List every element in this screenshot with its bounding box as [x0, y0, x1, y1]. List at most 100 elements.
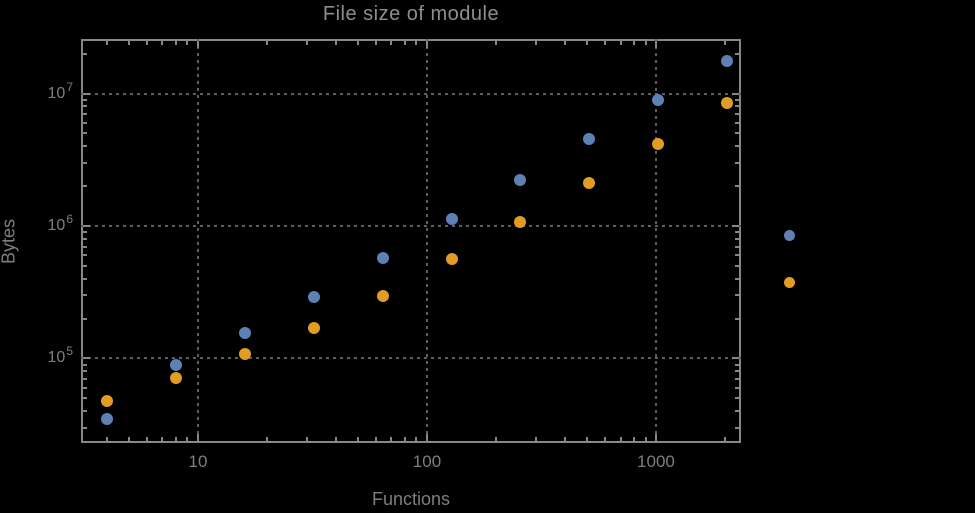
y-minor-tick-left [83, 105, 87, 108]
x-minor-tick-top [494, 41, 497, 45]
x-minor-tick-top [334, 41, 337, 45]
y-minor-tick-right [735, 386, 739, 389]
y-minor-tick-left [83, 264, 87, 267]
x-minor-tick-top [186, 41, 189, 45]
x-minor-tick-bottom [265, 437, 268, 441]
x-minor-tick-bottom [723, 437, 726, 441]
y-minor-tick-right [735, 121, 739, 124]
data-point-series-blue [100, 412, 113, 425]
y-minor-tick-right [735, 113, 739, 116]
x-minor-tick-bottom [306, 437, 309, 441]
y-minor-tick-left [83, 231, 87, 234]
y-major-tick-left [83, 224, 90, 227]
y-minor-tick-left [83, 121, 87, 124]
data-point-series-blue [238, 327, 251, 340]
legend-marker-blue [783, 229, 795, 241]
data-point-series-blue [307, 291, 320, 304]
x-minor-tick-bottom [161, 437, 164, 441]
x-minor-tick-top [146, 41, 149, 45]
y-minor-tick-left [83, 185, 87, 188]
x-minor-tick-top [306, 41, 309, 45]
data-point-series-blue [721, 55, 734, 68]
x-minor-tick-bottom [604, 437, 607, 441]
y-minor-tick-right [735, 363, 739, 366]
x-minor-tick-top [563, 41, 566, 45]
y-minor-tick-right [735, 254, 739, 257]
x-minor-tick-top [723, 41, 726, 45]
y-minor-tick-left [83, 245, 87, 248]
y-minor-tick-left [83, 294, 87, 297]
x-minor-tick-top [161, 41, 164, 45]
y-minor-tick-right [735, 161, 739, 164]
data-point-series-blue [376, 252, 389, 265]
x-minor-tick-top [632, 41, 635, 45]
x-minor-tick-bottom [563, 437, 566, 441]
y-minor-tick-left [83, 386, 87, 389]
y-gridline [81, 357, 741, 360]
y-minor-tick-right [735, 277, 739, 280]
y-minor-tick-left [83, 161, 87, 164]
x-minor-tick-top [174, 41, 177, 45]
x-minor-tick-bottom [403, 437, 406, 441]
y-minor-tick-right [735, 231, 739, 234]
y-minor-tick-left [83, 113, 87, 116]
x-minor-tick-top [105, 41, 108, 45]
x-major-tick-bottom [654, 434, 657, 441]
x-minor-tick-bottom [334, 437, 337, 441]
x-minor-tick-top [390, 41, 393, 45]
x-axis-label: Functions [371, 489, 451, 509]
y-minor-tick-left [83, 52, 87, 55]
x-major-tick-top [196, 41, 199, 48]
x-minor-tick-top [357, 41, 360, 45]
x-minor-tick-bottom [586, 437, 589, 441]
x-gridline [654, 39, 657, 443]
y-minor-tick-left [83, 317, 87, 320]
x-minor-tick-bottom [186, 437, 189, 441]
y-minor-tick-right [735, 98, 739, 101]
chart-title: File size of module [322, 3, 500, 25]
x-minor-tick-bottom [494, 437, 497, 441]
x-minor-tick-top [535, 41, 538, 45]
y-minor-tick-right [735, 237, 739, 240]
x-minor-tick-bottom [390, 437, 393, 441]
data-point-series-blue [583, 133, 596, 146]
y-minor-tick-right [735, 105, 739, 108]
x-minor-tick-bottom [146, 437, 149, 441]
y-minor-tick-right [735, 52, 739, 55]
data-point-series-blue [445, 212, 458, 225]
x-tick-label: 10 [188, 452, 208, 471]
x-minor-tick-bottom [357, 437, 360, 441]
y-major-tick-left [83, 357, 90, 360]
y-minor-tick-right [735, 264, 739, 267]
x-minor-tick-top [128, 41, 131, 45]
y-minor-tick-right [735, 145, 739, 148]
data-point-series-blue [169, 358, 182, 371]
y-minor-tick-left [83, 426, 87, 429]
data-point-series-orange [169, 372, 182, 385]
y-minor-tick-left [83, 254, 87, 257]
y-minor-tick-right [735, 132, 739, 135]
data-point-series-blue [652, 94, 665, 107]
y-minor-tick-left [83, 397, 87, 400]
data-point-series-orange [100, 394, 113, 407]
y-minor-tick-left [83, 377, 87, 380]
y-minor-tick-left [83, 363, 87, 366]
y-minor-tick-right [735, 377, 739, 380]
data-point-series-orange [445, 253, 458, 266]
y-minor-tick-left [83, 277, 87, 280]
data-point-series-orange [652, 138, 665, 151]
y-minor-tick-left [83, 98, 87, 101]
y-minor-tick-left [83, 370, 87, 373]
y-minor-tick-right [735, 370, 739, 373]
x-minor-tick-bottom [632, 437, 635, 441]
x-minor-tick-top [619, 41, 622, 45]
y-minor-tick-left [83, 132, 87, 135]
x-minor-tick-bottom [105, 437, 108, 441]
y-minor-tick-right [735, 185, 739, 188]
x-minor-tick-bottom [415, 437, 418, 441]
x-minor-tick-bottom [644, 437, 647, 441]
x-gridline [425, 39, 428, 443]
y-minor-tick-right [735, 397, 739, 400]
x-tick-label: 100 [412, 452, 442, 471]
